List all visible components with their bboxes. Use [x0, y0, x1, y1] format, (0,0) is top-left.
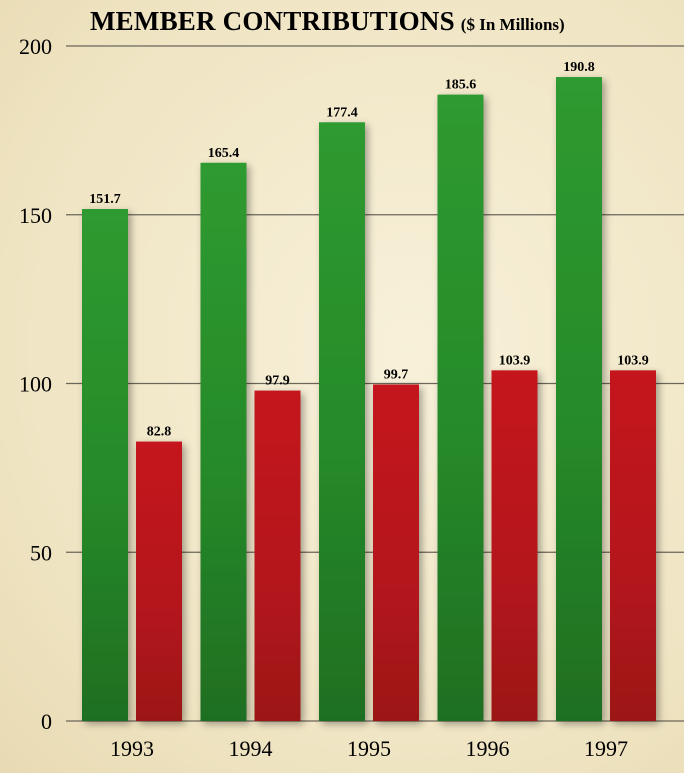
bar-series-2: [491, 370, 538, 721]
data-label: 165.4: [208, 146, 240, 161]
bar-series-1: [200, 162, 247, 721]
bar-series-2: [254, 390, 301, 721]
data-label: 99.7: [384, 368, 409, 383]
bar-series-2: [373, 384, 419, 721]
data-label: 103.9: [499, 353, 531, 368]
bar-series-1: [82, 209, 128, 721]
x-tick-label: 1996: [466, 736, 510, 761]
label-layer: 0 50 100 150 200 151.7 82.8 1993 165.4 97.9 1994 17…: [19, 34, 649, 761]
chart-subtitle: ($ In Millions): [460, 15, 565, 34]
data-label: 82.8: [147, 425, 172, 440]
y-tick-label: 150: [19, 203, 52, 228]
x-tick-label: 1993: [110, 736, 154, 761]
data-label: 177.4: [326, 105, 358, 120]
chart-title: MEMBER CONTRIBUTIONS: [90, 6, 455, 36]
bar-layer: [82, 77, 656, 722]
data-label: 103.9: [617, 353, 649, 368]
data-label: 97.9: [265, 374, 290, 389]
data-label: 151.7: [89, 192, 121, 207]
bar-series-2: [610, 370, 656, 721]
bar-series-1: [556, 77, 602, 722]
y-tick-label: 50: [30, 540, 52, 565]
x-tick-label: 1994: [229, 736, 273, 761]
chart-title-block: MEMBER CONTRIBUTIONS ($ In Millions): [90, 6, 565, 37]
y-tick-label: 100: [19, 372, 52, 397]
x-tick-label: 1997: [584, 736, 628, 761]
data-label: 190.8: [563, 60, 595, 75]
bar-series-1: [437, 94, 484, 722]
bar-series-1: [319, 122, 365, 721]
y-tick-label: 200: [19, 34, 52, 59]
bar-series-2: [136, 441, 182, 721]
x-tick-label: 1995: [347, 736, 391, 761]
y-tick-label: 0: [41, 709, 52, 734]
data-label: 185.6: [445, 78, 477, 93]
